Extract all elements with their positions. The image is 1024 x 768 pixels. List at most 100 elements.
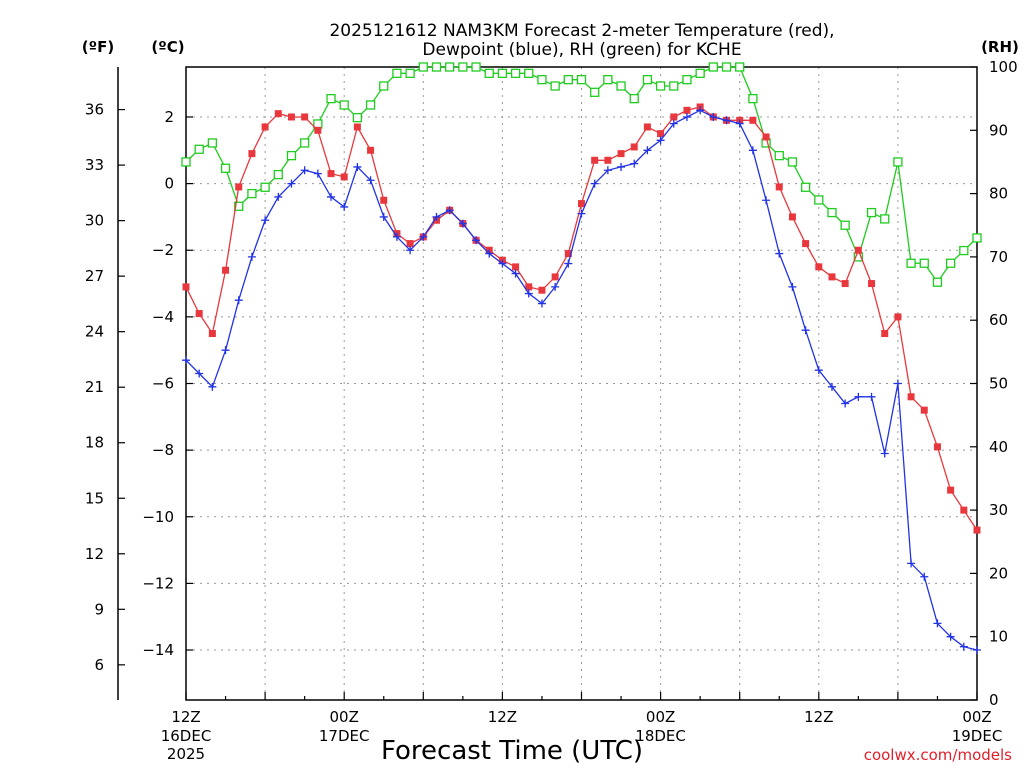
credit-text: coolwx.com/models: [864, 746, 1012, 764]
temperature-point: [182, 283, 190, 291]
temperature-point: [406, 240, 414, 248]
dewpoint-point: [946, 632, 955, 641]
fahrenheit-tick-label: 27: [85, 267, 104, 285]
rh-point: [537, 75, 547, 85]
temperature-point: [208, 330, 216, 338]
rh-point: [207, 138, 218, 148]
dewpoint-point: [327, 192, 336, 201]
dewpoint-point: [867, 392, 876, 401]
celsius-unit-label: (ºC): [151, 38, 184, 56]
rh-point: [959, 245, 969, 256]
temperature-point: [657, 130, 665, 138]
temperature-point: [512, 263, 520, 271]
temperature-point: [380, 196, 388, 204]
rh-point: [352, 112, 363, 123]
series-rh: [181, 62, 982, 287]
dewpoint-point: [590, 179, 599, 188]
rh-point: [220, 163, 231, 173]
temperature-point: [353, 123, 361, 131]
temperature-point: [907, 393, 915, 401]
rh-point: [669, 81, 679, 91]
rh-point: [524, 68, 534, 78]
x-tick-date-label: 19DEC: [952, 727, 1003, 745]
series-temperature: [182, 103, 981, 534]
dewpoint-point: [551, 282, 560, 291]
rh-point: [932, 277, 943, 287]
dewpoint-point: [472, 236, 481, 245]
dewpoint-point: [762, 196, 771, 205]
temperature-point: [591, 156, 599, 164]
rh-point: [484, 68, 494, 78]
rh-point: [458, 62, 468, 72]
temperature-point: [815, 263, 823, 271]
dewpoint-point: [537, 299, 546, 308]
dewpoint-point: [564, 259, 573, 268]
rh-tick-label: 30: [989, 501, 1008, 519]
rh-point: [827, 207, 837, 218]
dewpoint-point: [485, 249, 494, 258]
rh-point: [682, 75, 692, 85]
temperature-point: [762, 133, 770, 141]
rh-point: [405, 68, 415, 78]
temperature-point: [222, 266, 230, 274]
dewpoint-point: [313, 169, 322, 178]
temperature-point: [947, 486, 955, 494]
rh-point: [774, 150, 784, 161]
dewpoint-point: [854, 392, 863, 401]
dewpoint-point: [814, 366, 823, 375]
temperature-point: [301, 113, 309, 121]
series-layer: [181, 62, 982, 655]
dewpoint-point: [973, 646, 981, 655]
celsius-tick-label: 0: [164, 175, 174, 193]
rh-point: [840, 220, 850, 230]
dewpoint-point: [234, 296, 243, 305]
rh-point: [708, 62, 718, 72]
temperature-point: [933, 443, 941, 451]
x-tick-label: 00Z: [646, 708, 675, 726]
rh-point: [273, 169, 283, 180]
rh-point: [471, 62, 481, 72]
rh-point: [748, 94, 758, 104]
rh-point: [866, 207, 877, 218]
rh-point: [379, 81, 389, 91]
temperature-point: [367, 146, 375, 154]
dewpoint-point: [669, 119, 678, 128]
rh-tick-label: 10: [989, 628, 1008, 646]
dewpoint-point: [261, 216, 270, 225]
dewpoint-point: [392, 232, 401, 241]
grid-lines: [186, 67, 977, 700]
temperature-point: [274, 110, 282, 118]
temperature-point: [960, 506, 968, 514]
x-tick-date-label: 17DEC: [319, 727, 370, 745]
temperature-point: [643, 123, 651, 131]
fahrenheit-tick-label: 21: [85, 378, 104, 396]
dewpoint-point: [696, 106, 705, 115]
dewpoint-point: [195, 369, 204, 378]
dewpoint-point: [801, 326, 810, 335]
temperature-point: [802, 240, 810, 248]
dewpoint-point: [182, 356, 190, 365]
rh-point: [339, 100, 349, 110]
dewpoint-point: [920, 572, 929, 581]
rh-point: [893, 157, 903, 167]
rh-point: [603, 75, 613, 85]
celsius-tick-label: −4: [152, 308, 174, 326]
dewpoint-point: [419, 232, 428, 241]
rh-unit-label: (RH): [981, 38, 1019, 56]
dewpoint-point: [577, 209, 586, 218]
rh-point: [787, 157, 798, 167]
temperature-point: [235, 183, 243, 191]
rh-point: [616, 81, 626, 91]
rh-point: [814, 195, 824, 205]
rh-tick-label: 40: [989, 438, 1008, 456]
rh-point: [919, 258, 929, 268]
rh-point: [655, 81, 666, 91]
dewpoint-point: [511, 269, 520, 278]
dewpoint-point: [221, 346, 230, 355]
temperature-point: [248, 150, 256, 158]
celsius-tick-label: −8: [152, 441, 174, 459]
rh-point: [431, 62, 442, 72]
rh-point: [418, 62, 428, 72]
celsius-tick-label: −12: [142, 574, 174, 592]
